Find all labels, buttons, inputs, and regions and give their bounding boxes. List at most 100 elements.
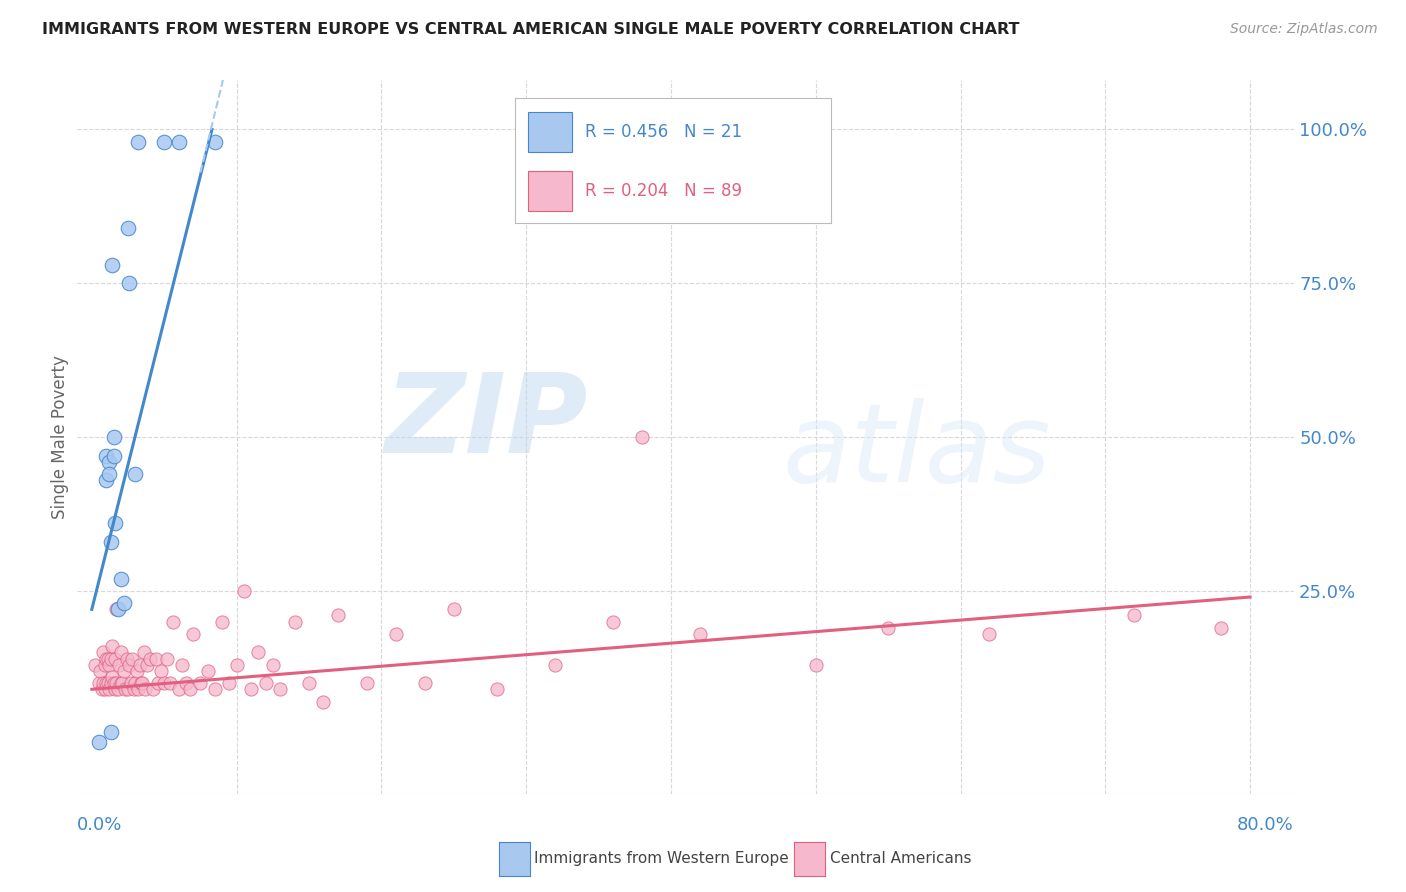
- Point: [122, 682, 145, 697]
- Point: [96, 473, 118, 487]
- Point: [94, 682, 117, 697]
- Point: [142, 682, 165, 697]
- Point: [89, 664, 111, 678]
- Point: [91, 682, 114, 697]
- Point: [118, 277, 141, 291]
- Point: [262, 657, 284, 672]
- Point: [121, 651, 143, 665]
- Point: [181, 627, 204, 641]
- Point: [156, 651, 179, 665]
- Point: [443, 602, 465, 616]
- Point: [98, 455, 121, 469]
- Point: [174, 676, 197, 690]
- Point: [877, 621, 900, 635]
- Text: Source: ZipAtlas.com: Source: ZipAtlas.com: [1230, 22, 1378, 37]
- Text: IMMIGRANTS FROM WESTERN EUROPE VS CENTRAL AMERICAN SINGLE MALE POVERTY CORRELATI: IMMIGRANTS FROM WESTERN EUROPE VS CENTRA…: [42, 22, 1019, 37]
- Point: [103, 676, 125, 690]
- Point: [138, 651, 160, 665]
- Point: [225, 657, 247, 672]
- Point: [804, 657, 827, 672]
- Point: [115, 651, 138, 665]
- Point: [100, 651, 122, 665]
- Point: [101, 258, 124, 272]
- Point: [1123, 608, 1146, 623]
- Point: [979, 627, 1001, 641]
- Point: [108, 657, 131, 672]
- Text: Central Americans: Central Americans: [830, 852, 972, 866]
- Point: [101, 670, 124, 684]
- Point: [87, 676, 110, 690]
- Point: [98, 467, 121, 481]
- Point: [117, 221, 139, 235]
- Point: [98, 657, 121, 672]
- Point: [1211, 621, 1233, 635]
- Point: [101, 639, 124, 653]
- Point: [134, 682, 156, 697]
- Point: [127, 135, 149, 149]
- Point: [103, 430, 125, 444]
- Point: [153, 135, 176, 149]
- Point: [631, 430, 654, 444]
- Point: [232, 583, 254, 598]
- Point: [117, 682, 139, 697]
- Point: [190, 676, 212, 690]
- Point: [105, 676, 128, 690]
- Point: [93, 676, 115, 690]
- Point: [602, 615, 624, 629]
- Point: [197, 664, 219, 678]
- Point: [120, 676, 142, 690]
- Point: [103, 449, 125, 463]
- Text: 80.0%: 80.0%: [1237, 816, 1294, 834]
- Point: [110, 572, 132, 586]
- Point: [112, 664, 135, 678]
- Point: [104, 516, 127, 531]
- Point: [326, 608, 349, 623]
- Point: [125, 664, 148, 678]
- Point: [124, 467, 146, 481]
- Point: [100, 725, 122, 739]
- Point: [148, 676, 170, 690]
- Point: [356, 676, 378, 690]
- Point: [162, 615, 184, 629]
- Point: [170, 657, 193, 672]
- Point: [124, 676, 146, 690]
- Point: [104, 651, 127, 665]
- Text: Immigrants from Western Europe: Immigrants from Western Europe: [534, 852, 789, 866]
- Point: [128, 657, 150, 672]
- Text: ZIP: ZIP: [385, 369, 588, 476]
- Point: [132, 645, 155, 659]
- Point: [413, 676, 436, 690]
- Point: [159, 676, 181, 690]
- Point: [204, 682, 226, 697]
- Point: [93, 645, 115, 659]
- Point: [104, 682, 127, 697]
- Point: [269, 682, 291, 697]
- Point: [150, 664, 173, 678]
- Point: [312, 695, 335, 709]
- Point: [96, 651, 118, 665]
- Point: [167, 682, 190, 697]
- Point: [153, 676, 176, 690]
- Point: [105, 602, 128, 616]
- Point: [111, 676, 134, 690]
- Point: [87, 734, 110, 748]
- Point: [129, 676, 152, 690]
- Text: atlas: atlas: [783, 398, 1052, 505]
- Point: [94, 657, 117, 672]
- Point: [97, 676, 120, 690]
- Point: [486, 682, 509, 697]
- Point: [254, 676, 277, 690]
- Point: [127, 682, 149, 697]
- Point: [204, 135, 226, 149]
- Point: [145, 651, 167, 665]
- Point: [114, 682, 136, 697]
- Point: [83, 657, 105, 672]
- Point: [131, 676, 153, 690]
- Point: [100, 534, 122, 549]
- Text: 0.0%: 0.0%: [77, 816, 122, 834]
- Point: [218, 676, 240, 690]
- Point: [96, 676, 118, 690]
- Point: [283, 615, 305, 629]
- Y-axis label: Single Male Poverty: Single Male Poverty: [51, 355, 69, 519]
- Point: [110, 645, 132, 659]
